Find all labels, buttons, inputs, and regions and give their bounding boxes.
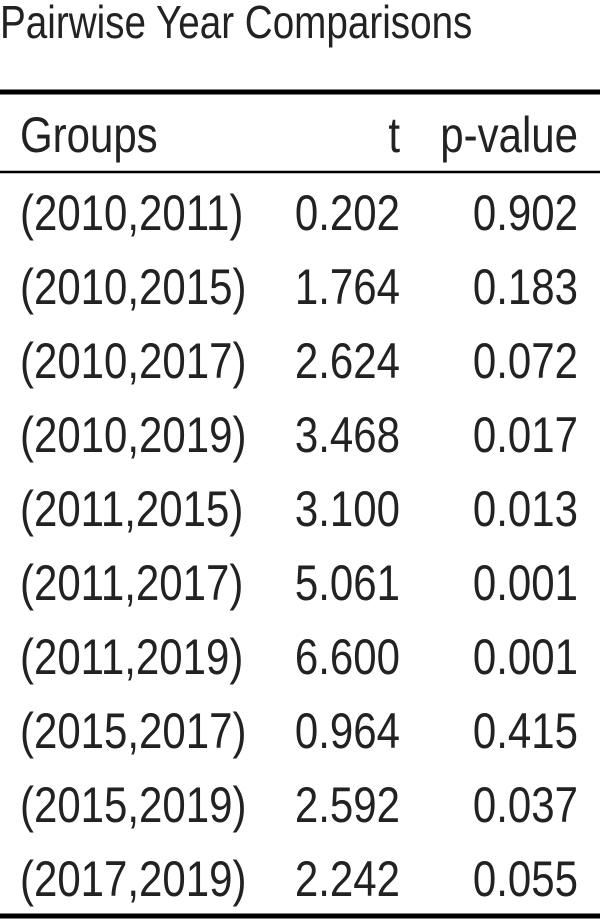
group-cell: (2010,2011) bbox=[20, 185, 243, 241]
group-cell: (2011,2017) bbox=[20, 555, 243, 611]
value-cell: 6.600 bbox=[295, 629, 400, 685]
value-cell: 0.415 bbox=[473, 703, 578, 759]
group-cell: (2010,2015) bbox=[20, 259, 246, 315]
column-header: p-value bbox=[440, 107, 578, 163]
table-title: Pairwise Year Comparisons bbox=[0, 0, 472, 48]
value-cell: 2.242 bbox=[295, 851, 400, 907]
value-cell: 0.202 bbox=[295, 185, 400, 241]
table-content: Pairwise Year Comparisons Groups t p-value… bbox=[0, 0, 578, 907]
group-cell: (2010,2019) bbox=[20, 407, 246, 463]
value-cell: 0.902 bbox=[473, 185, 578, 241]
group-cell: (2017,2019) bbox=[20, 851, 246, 907]
value-cell: 0.964 bbox=[295, 703, 400, 759]
value-cell: 0.183 bbox=[473, 259, 578, 315]
value-cell: 0.037 bbox=[473, 777, 578, 833]
value-cell: 5.061 bbox=[295, 555, 400, 611]
group-cell: (2011,2019) bbox=[20, 629, 243, 685]
value-cell: 3.100 bbox=[295, 481, 400, 537]
group-cell: (2015,2017) bbox=[20, 703, 246, 759]
value-cell: 0.055 bbox=[473, 851, 578, 907]
value-cell: 0.013 bbox=[473, 481, 578, 537]
value-cell: 3.468 bbox=[295, 407, 400, 463]
group-cell: (2011,2015) bbox=[20, 481, 243, 537]
value-cell: 2.592 bbox=[295, 777, 400, 833]
value-cell: 1.764 bbox=[295, 259, 400, 315]
group-cell: (2010,2017) bbox=[20, 333, 246, 389]
value-cell: 0.017 bbox=[473, 407, 578, 463]
value-cell: 0.072 bbox=[473, 333, 578, 389]
column-header: Groups bbox=[20, 107, 158, 163]
value-cell: 0.001 bbox=[473, 555, 578, 611]
value-cell: 0.001 bbox=[473, 629, 578, 685]
column-header: t bbox=[388, 107, 400, 163]
group-cell: (2015,2019) bbox=[20, 777, 246, 833]
value-cell: 2.624 bbox=[295, 333, 400, 389]
